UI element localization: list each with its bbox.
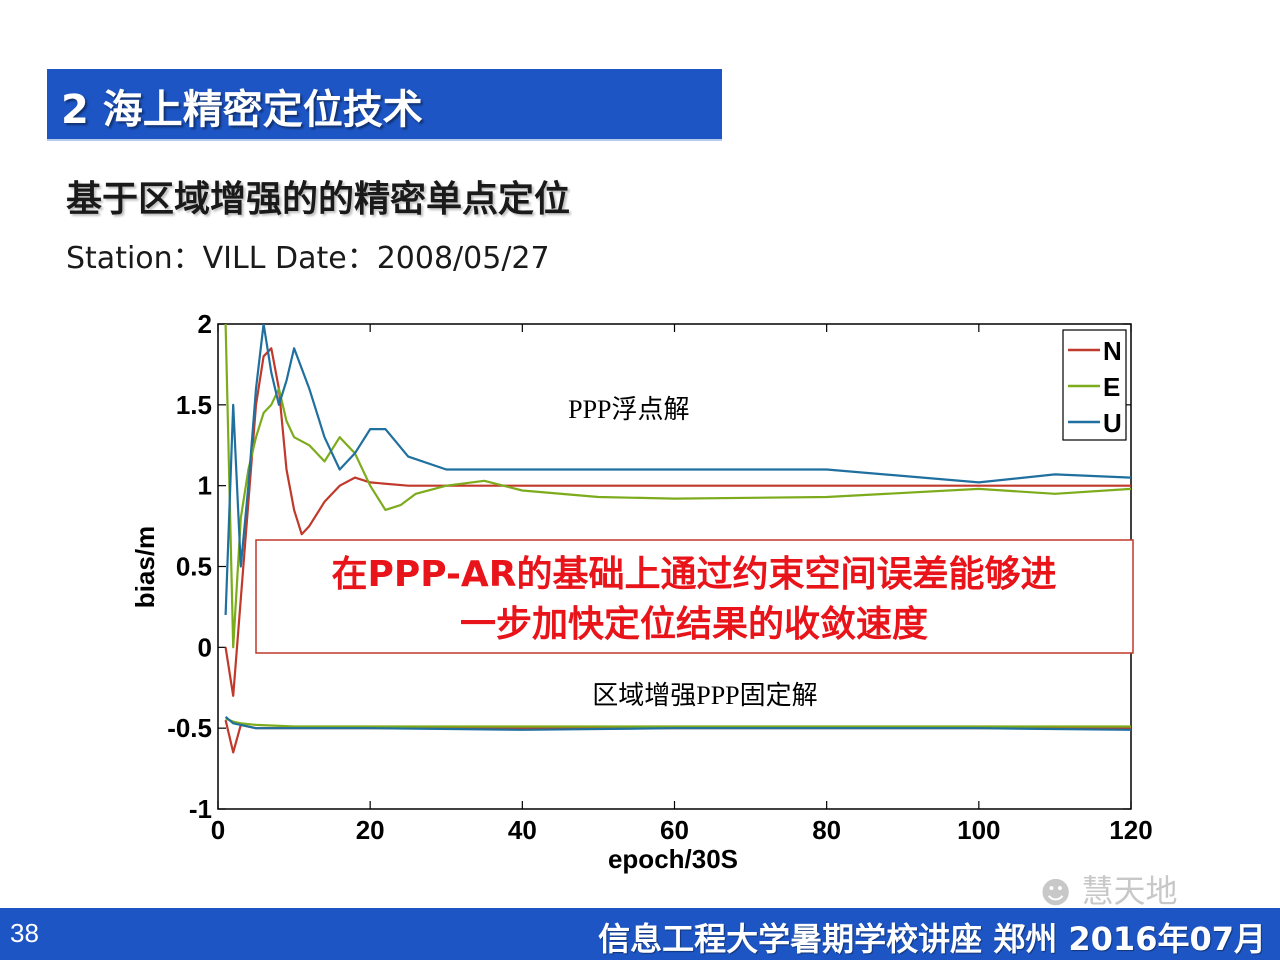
x-tick-label: 0: [211, 815, 225, 845]
legend-label-e: E: [1103, 372, 1120, 402]
wechat-icon: ☻: [1040, 875, 1072, 911]
series-line-u-float: [224, 324, 1131, 616]
footer-bar: 38 信息工程大学暑期学校讲座 郑州 2016年07月: [0, 908, 1280, 960]
x-tick-label: 40: [508, 815, 537, 845]
title-bar: 2 海上精密定位技术: [47, 69, 722, 139]
x-tick-label: 60: [660, 815, 689, 845]
annotation-float-solution: PPP浮点解: [568, 395, 689, 424]
x-tick-label: 100: [957, 815, 1000, 845]
series-line-e-fixed: [225, 717, 1131, 728]
footer-text: 信息工程大学暑期学校讲座 郑州 2016年07月: [598, 920, 1266, 958]
y-tick-label: -0.5: [167, 713, 212, 743]
y-tick-label: 0: [198, 632, 212, 662]
callout-line-2: 一步加快定位结果的收敛速度: [460, 604, 928, 645]
y-tick-label: 0.5: [176, 552, 212, 582]
slide-number: 38: [10, 918, 39, 948]
y-tick-label: 1: [198, 471, 212, 501]
y-tick-label: 1.5: [176, 390, 212, 420]
y-tick-label: 2: [198, 309, 212, 339]
callout-frame: [255, 539, 1134, 654]
series-line-n-float: [224, 347, 1131, 697]
watermark: ☻ 慧天地: [1040, 866, 1177, 912]
x-tick-label: 20: [356, 815, 385, 845]
x-tick-label: 80: [812, 815, 841, 845]
callout-line-1: 在PPP-AR的基础上通过约束空间误差能够进: [331, 554, 1056, 595]
y-tick-label: -1: [189, 794, 212, 824]
callout-box: 在PPP-AR的基础上通过约束空间误差能够进 一步加快定位结果的收敛速度: [255, 539, 1134, 654]
series-line-u-fixed: [224, 716, 1131, 731]
slide-title: 2 海上精密定位技术: [61, 87, 423, 133]
station-info: Station：VILL Date：2008/05/27: [66, 241, 550, 276]
legend-label-u: U: [1103, 408, 1122, 438]
slide-subtitle: 基于区域增强的的精密单点定位: [66, 179, 571, 220]
x-tick-label: 120: [1109, 815, 1152, 845]
y-axis-label: bias/m: [130, 526, 160, 608]
bias-chart: 0 20 40 60 80 100 120 2 1.5 1 0.5 0 -0.5 -1 epoch/30S…: [130, 309, 1153, 874]
annotation-fixed-solution: 区域增强PPP固定解: [592, 681, 817, 710]
legend-label-n: N: [1103, 336, 1122, 366]
watermark-text: 慧天地: [1081, 872, 1178, 910]
legend: N E U: [1062, 329, 1127, 441]
x-axis-label: epoch/30S: [608, 844, 738, 874]
